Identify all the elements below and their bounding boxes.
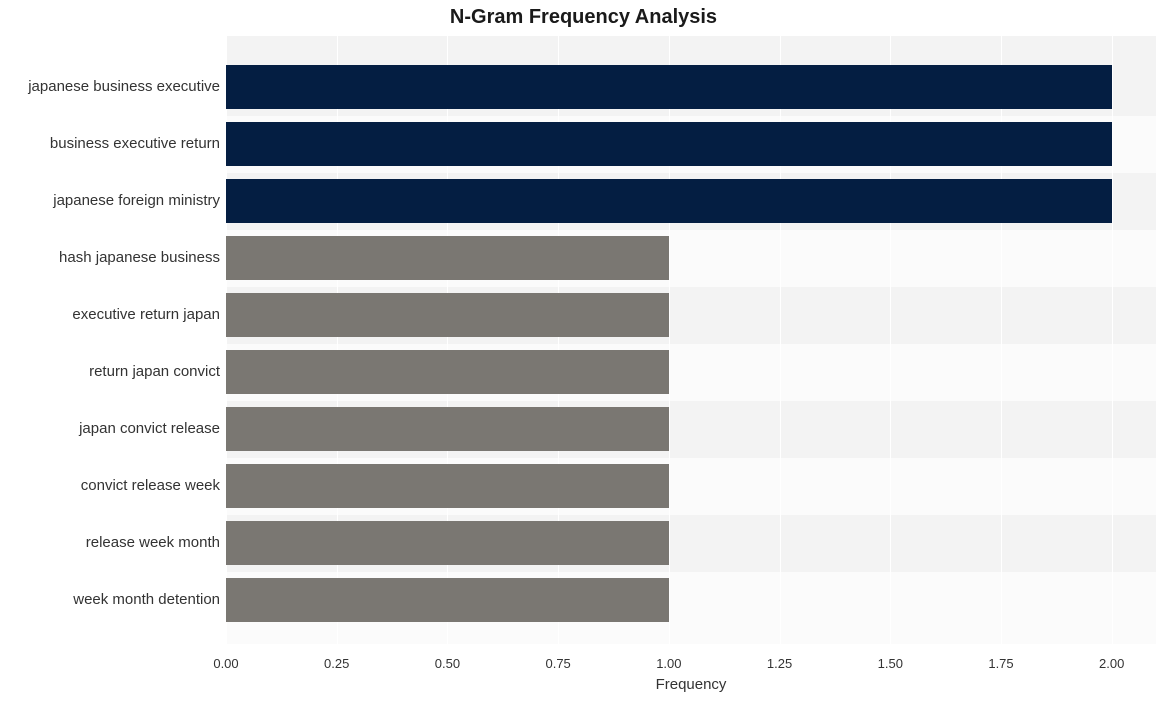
y-tick-label: convict release week [81,477,220,494]
y-tick-label: japan convict release [79,420,220,437]
x-axis-title: Frequency [226,676,1156,693]
y-tick-label: japanese foreign ministry [53,192,220,209]
bar [226,65,1112,109]
ngram-chart: N-Gram Frequency Analysis Frequency japa… [0,0,1167,701]
bar [226,293,669,337]
plot-band [226,36,1156,59]
x-tick-label: 0.75 [545,656,570,671]
gridline-v [1112,36,1113,644]
bar [226,578,669,622]
y-tick-label: business executive return [50,135,220,152]
x-tick-label: 0.25 [324,656,349,671]
bar [226,236,669,280]
chart-title: N-Gram Frequency Analysis [0,6,1167,29]
bar [226,521,669,565]
bar [226,350,669,394]
y-tick-label: release week month [86,534,220,551]
y-tick-label: return japan convict [89,363,220,380]
y-tick-label: executive return japan [72,306,220,323]
y-tick-label: japanese business executive [28,78,220,95]
x-tick-label: 2.00 [1099,656,1124,671]
y-tick-label: hash japanese business [59,249,220,266]
x-tick-label: 1.50 [878,656,903,671]
x-tick-label: 1.00 [656,656,681,671]
bar [226,179,1112,223]
y-tick-label: week month detention [73,591,220,608]
bar [226,464,669,508]
plot-area [226,36,1156,644]
x-tick-label: 1.25 [767,656,792,671]
x-tick-label: 0.50 [435,656,460,671]
bar [226,122,1112,166]
bar [226,407,669,451]
x-tick-label: 1.75 [988,656,1013,671]
x-tick-label: 0.00 [213,656,238,671]
